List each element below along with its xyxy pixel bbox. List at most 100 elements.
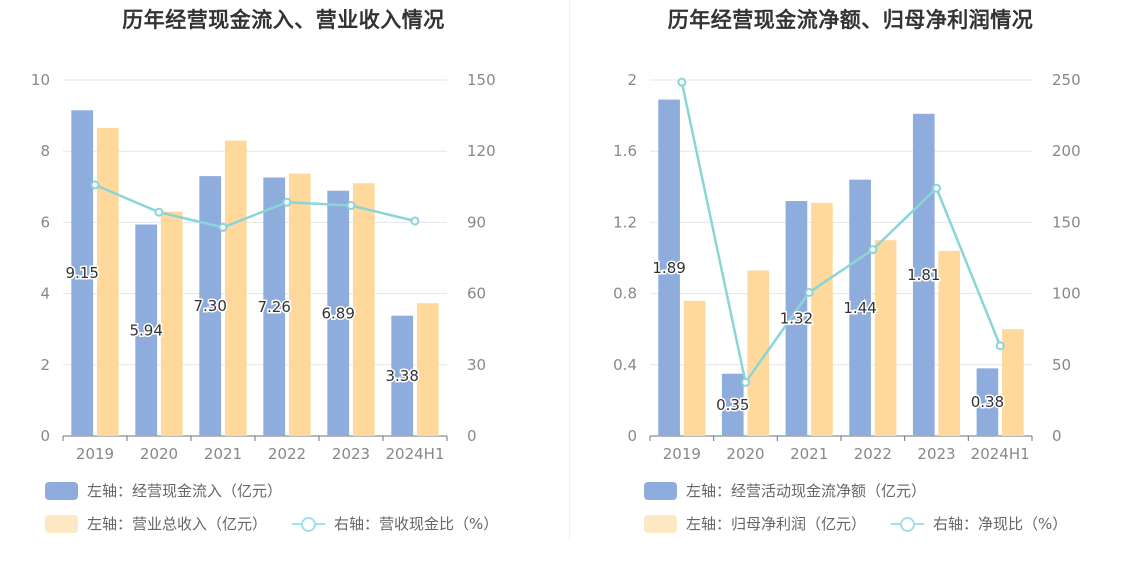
- right-axis-tick-label: 50: [1052, 356, 1071, 374]
- bar-secondary: [938, 250, 961, 436]
- left-axis-tick-label: 6: [40, 213, 50, 231]
- x-axis-category-label: 2021: [790, 445, 828, 463]
- right-legend-item-net-cash-flow[interactable]: 左轴：经营活动现金流净额（亿元）: [644, 480, 926, 501]
- ratio-line: [680, 81, 1002, 386]
- bar-data-label: 1.32: [780, 310, 813, 328]
- x-axis-category-label: 2024H1: [386, 445, 445, 463]
- bar-primary: [849, 179, 871, 436]
- right-axis-tick-label: 200: [1052, 142, 1081, 160]
- bar-primary: [327, 190, 350, 436]
- ratio-point: [346, 201, 356, 211]
- left-chart-plot: 0 0 2 30 4 60 6 90 8 120 10 150 2019 2020 2021 2022 2023…: [31, 71, 496, 463]
- bar-secondary: [352, 183, 375, 436]
- bar-data-label: 1.44: [843, 299, 876, 317]
- bar-secondary: [811, 202, 833, 436]
- legend-line-marker-icon: [292, 515, 325, 533]
- ratio-point: [677, 77, 687, 87]
- bar-data-label: 0.38: [971, 393, 1004, 411]
- bar-data-label: 5.94: [129, 321, 162, 339]
- x-axis-category-label: 2022: [268, 445, 306, 463]
- left-axis-tick-label: 0.8: [613, 285, 637, 303]
- ratio-point: [868, 245, 878, 255]
- left-axis-tick-label: 8: [40, 142, 50, 160]
- bar-primary: [71, 110, 94, 436]
- legend-swatch-orange: [644, 514, 677, 533]
- right-legend-item-ratio[interactable]: 右轴：净现比（%）: [891, 513, 1067, 534]
- left-legend-item-cash-inflow[interactable]: 左轴：经营现金流入（亿元）: [45, 480, 282, 501]
- bar-data-label: 0.35: [716, 396, 749, 414]
- right-chart-panel: 历年经营现金流净额、归母净利润情况 0 0 0.4 50 0.8 100 1.2 150 1.6…: [567, 0, 1134, 582]
- right-axis-tick-label: 90: [467, 213, 486, 231]
- right-axis-tick-label: 100: [1052, 285, 1081, 303]
- right-chart-title: 历年经营现金流净额、归母净利润情况: [667, 8, 1034, 32]
- left-axis-tick-label: 1.6: [613, 142, 637, 160]
- x-axis-category-label: 2021: [204, 445, 242, 463]
- legend-label: 左轴：经营现金流入（亿元）: [87, 482, 283, 500]
- legend-label: 左轴：营业总收入（亿元）: [87, 515, 268, 533]
- right-axis-tick-label: 0: [1052, 427, 1062, 445]
- bar-data-label: 7.30: [193, 297, 226, 315]
- legend-label: 右轴：营收现金比（%）: [334, 515, 499, 533]
- bar-primary: [263, 177, 286, 436]
- bar-primary: [721, 373, 744, 436]
- ratio-point: [932, 183, 941, 193]
- bar-secondary: [160, 211, 183, 436]
- left-axis-tick-label: 10: [31, 71, 50, 89]
- x-axis-category-label: 2023: [917, 445, 955, 463]
- bar-data-label: 6.89: [321, 304, 354, 322]
- legend-line-marker-icon: [891, 515, 924, 533]
- right-axis-tick-label: 120: [467, 142, 496, 160]
- ratio-point: [995, 341, 1005, 351]
- bar-secondary: [683, 300, 706, 436]
- bar-secondary: [96, 128, 119, 436]
- left-legend-item-ratio[interactable]: 右轴：营收现金比（%）: [292, 513, 498, 534]
- bar-secondary: [1002, 329, 1024, 436]
- x-axis-category-label: 2019: [76, 445, 114, 463]
- legend-label: 左轴：经营活动现金流净额（亿元）: [686, 482, 927, 500]
- bar-secondary: [874, 240, 897, 436]
- left-chart-title: 历年经营现金流入、营业收入情况: [122, 8, 445, 32]
- right-axis-tick-label: 150: [467, 71, 496, 89]
- bar-data-label: 7.26: [257, 298, 290, 316]
- legend-label: 右轴：净现比（%）: [933, 515, 1068, 533]
- bar-secondary: [416, 303, 439, 436]
- bar-primary: [391, 315, 414, 436]
- x-axis-category-label: 2023: [332, 445, 370, 463]
- panel-divider: [569, 0, 570, 540]
- ratio-point: [90, 180, 100, 190]
- left-axis-tick-label: 0: [40, 427, 50, 445]
- right-legend-item-net-profit[interactable]: 左轴：归母净利润（亿元）: [644, 513, 866, 534]
- ratio-line: [94, 183, 416, 229]
- ratio-point: [282, 197, 292, 207]
- bar-secondary: [224, 140, 247, 436]
- left-axis-tick-label: 0.4: [613, 356, 637, 374]
- left-chart-panel: 历年经营现金流入、营业收入情况 0 0 2 30 4 60 6 90 8 120 10 150 2019…: [31, 8, 498, 534]
- bar-data-label: 3.38: [385, 367, 418, 385]
- left-axis-tick-label: 0: [627, 427, 637, 445]
- ratio-point: [741, 377, 750, 387]
- right-axis-tick-label: 150: [1052, 213, 1081, 231]
- bar-data-label: 1.89: [652, 259, 685, 277]
- ratio-point: [804, 287, 814, 297]
- right-axis-tick-label: 0: [467, 427, 477, 445]
- bar-secondary: [747, 270, 770, 436]
- right-axis-tick-label: 60: [467, 285, 486, 303]
- bar-secondary: [288, 173, 311, 437]
- right-axis-tick-label: 30: [467, 356, 486, 374]
- x-axis-category-label: 2020: [140, 445, 178, 463]
- bar-primary: [135, 224, 158, 436]
- legend-swatch-blue: [644, 481, 677, 500]
- ratio-point: [218, 222, 228, 232]
- legend-label: 左轴：归母净利润（亿元）: [686, 515, 867, 533]
- bar-primary: [199, 176, 222, 436]
- legend-swatch-orange: [45, 514, 78, 533]
- right-axis-tick-label: 250: [1052, 71, 1081, 89]
- legend-swatch-blue: [45, 481, 78, 500]
- right-chart-plot: 0 0 0.4 50 0.8 100 1.2 150 1.6 200 2 250 2019 2020 202…: [613, 71, 1081, 463]
- x-axis-category-label: 2022: [854, 445, 892, 463]
- bar-primary: [785, 201, 808, 436]
- x-axis-category-label: 2024H1: [971, 445, 1030, 463]
- left-legend-item-revenue[interactable]: 左轴：营业总收入（亿元）: [45, 513, 267, 534]
- bar-primary: [658, 99, 680, 436]
- ratio-point: [154, 207, 164, 217]
